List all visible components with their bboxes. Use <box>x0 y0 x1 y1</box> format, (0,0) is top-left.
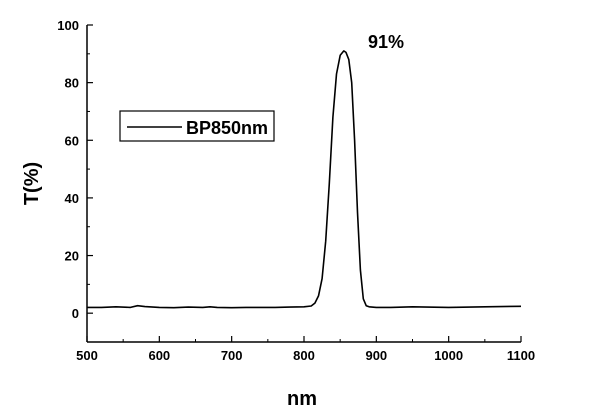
y-tick-label: 100 <box>57 18 79 33</box>
x-tick-label: 800 <box>293 348 315 363</box>
x-tick-label: 900 <box>365 348 387 363</box>
x-tick-label: 600 <box>148 348 170 363</box>
x-tick-label: 700 <box>221 348 243 363</box>
y-axis-label: T(%) <box>21 162 43 205</box>
peak-annotation: 91% <box>368 32 404 52</box>
legend-label: BP850nm <box>186 118 268 138</box>
ticks: 500 600 700 800 900 1000 1100 0 20 40 60 80 100 <box>57 18 535 363</box>
axes <box>86 25 521 343</box>
y-tick-label: 20 <box>65 249 79 264</box>
x-tick-label: 1000 <box>434 348 463 363</box>
y-tick-label: 80 <box>65 76 79 91</box>
series-line <box>87 50 522 309</box>
legend-box <box>119 110 275 142</box>
y-tick-label: 0 <box>72 306 79 321</box>
x-tick-label: 500 <box>76 348 98 363</box>
y-tick-label: 60 <box>65 133 79 148</box>
legend: BP850nm <box>119 110 275 142</box>
x-axis-label: nm <box>287 388 317 410</box>
y-tick-label: 40 <box>65 191 79 206</box>
series <box>87 50 522 309</box>
x-tick-label: 1100 <box>507 348 535 363</box>
